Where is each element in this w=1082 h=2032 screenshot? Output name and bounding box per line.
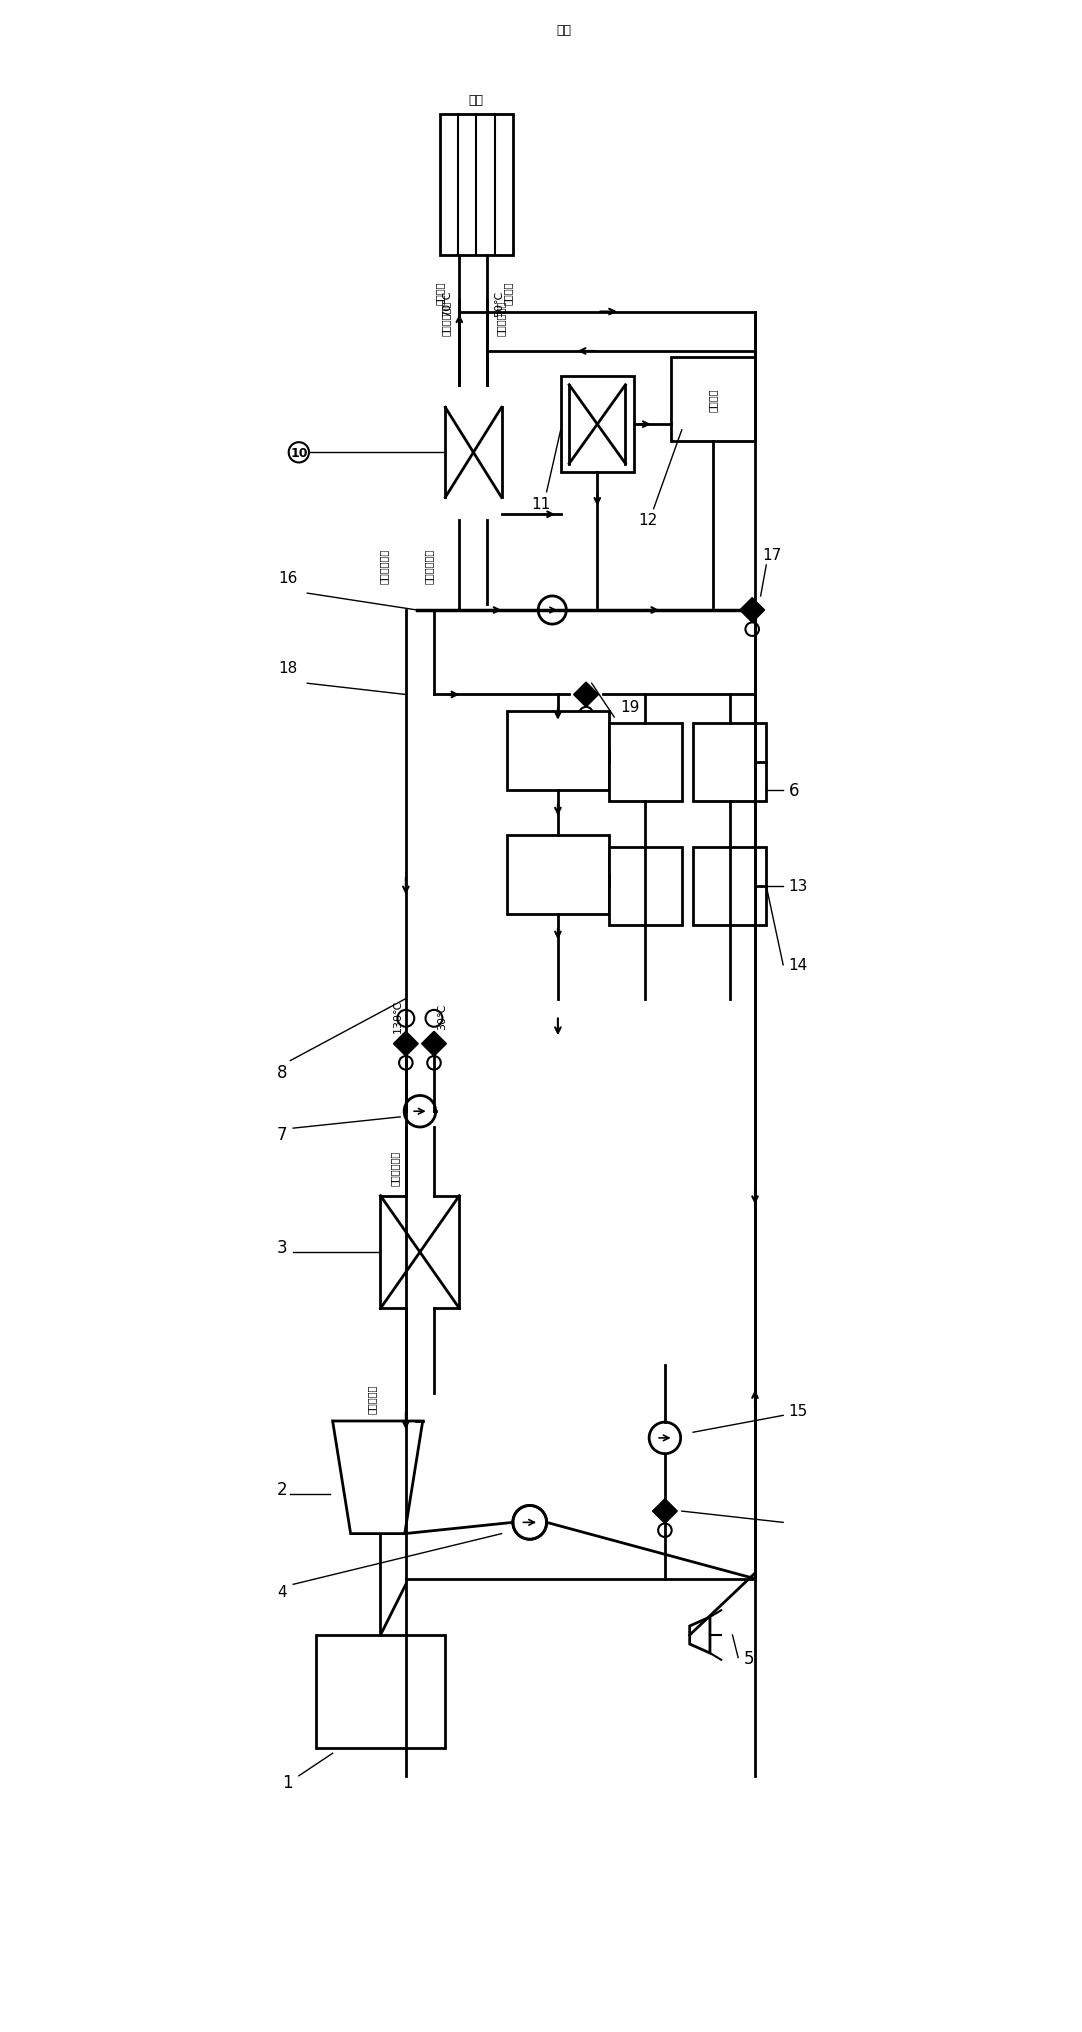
Bar (671, 358, 755, 441)
Text: 15: 15 (789, 1404, 808, 1418)
Polygon shape (573, 683, 586, 707)
Text: 光热系统供水: 光热系统供水 (390, 1150, 399, 1185)
Text: 4: 4 (277, 1583, 287, 1599)
Text: 70℃: 70℃ (443, 291, 452, 317)
Text: 18: 18 (278, 660, 298, 675)
Text: 一次热网回水: 一次热网回水 (496, 301, 506, 335)
Text: 6: 6 (789, 782, 800, 801)
Text: 光热蓄热水: 光热蓄热水 (367, 1384, 377, 1412)
Text: 50℃: 50℃ (494, 291, 504, 317)
Text: 30℃: 30℃ (437, 1002, 447, 1030)
Polygon shape (406, 1032, 419, 1057)
Polygon shape (652, 1500, 665, 1524)
Polygon shape (434, 1032, 447, 1057)
Bar (439, 116, 513, 256)
Text: 12: 12 (638, 514, 658, 528)
Text: 130℃: 130℃ (393, 1000, 403, 1032)
Text: 10: 10 (290, 447, 307, 459)
Bar (316, 1636, 446, 1748)
Text: 用户回水: 用户回水 (502, 280, 512, 305)
Polygon shape (665, 1500, 677, 1524)
Text: 1: 1 (282, 1774, 293, 1790)
Polygon shape (752, 597, 765, 624)
Text: 用户供水: 用户供水 (435, 280, 445, 305)
Text: 14: 14 (789, 957, 808, 973)
Text: 2: 2 (277, 1481, 287, 1498)
Bar (608, 847, 682, 927)
Bar (608, 723, 682, 803)
Polygon shape (586, 683, 598, 707)
Text: 一次热网供水: 一次热网供水 (379, 549, 388, 583)
Text: 11: 11 (531, 496, 551, 512)
Polygon shape (394, 1032, 406, 1057)
Polygon shape (332, 1420, 423, 1534)
Bar (694, 723, 766, 803)
Polygon shape (422, 1032, 434, 1057)
Text: 19: 19 (620, 701, 639, 715)
Text: 13: 13 (789, 880, 808, 894)
Text: 5: 5 (743, 1650, 754, 1668)
Text: 17: 17 (763, 549, 781, 563)
Bar (507, 711, 608, 790)
Text: 一次热网回水: 一次热网回水 (423, 549, 434, 583)
Text: 7: 7 (277, 1126, 287, 1144)
Polygon shape (689, 1617, 710, 1654)
Text: 用户: 用户 (556, 24, 571, 37)
Text: 中热水箱: 中热水箱 (708, 388, 717, 410)
Text: 16: 16 (278, 571, 298, 585)
Text: 8: 8 (277, 1063, 287, 1081)
Polygon shape (740, 597, 752, 624)
Bar (694, 847, 766, 927)
Bar (560, 378, 634, 473)
Text: 用户: 用户 (469, 93, 484, 108)
Text: 3: 3 (277, 1237, 287, 1256)
Text: 一次热网供水: 一次热网供水 (440, 301, 451, 335)
Bar (507, 835, 608, 914)
